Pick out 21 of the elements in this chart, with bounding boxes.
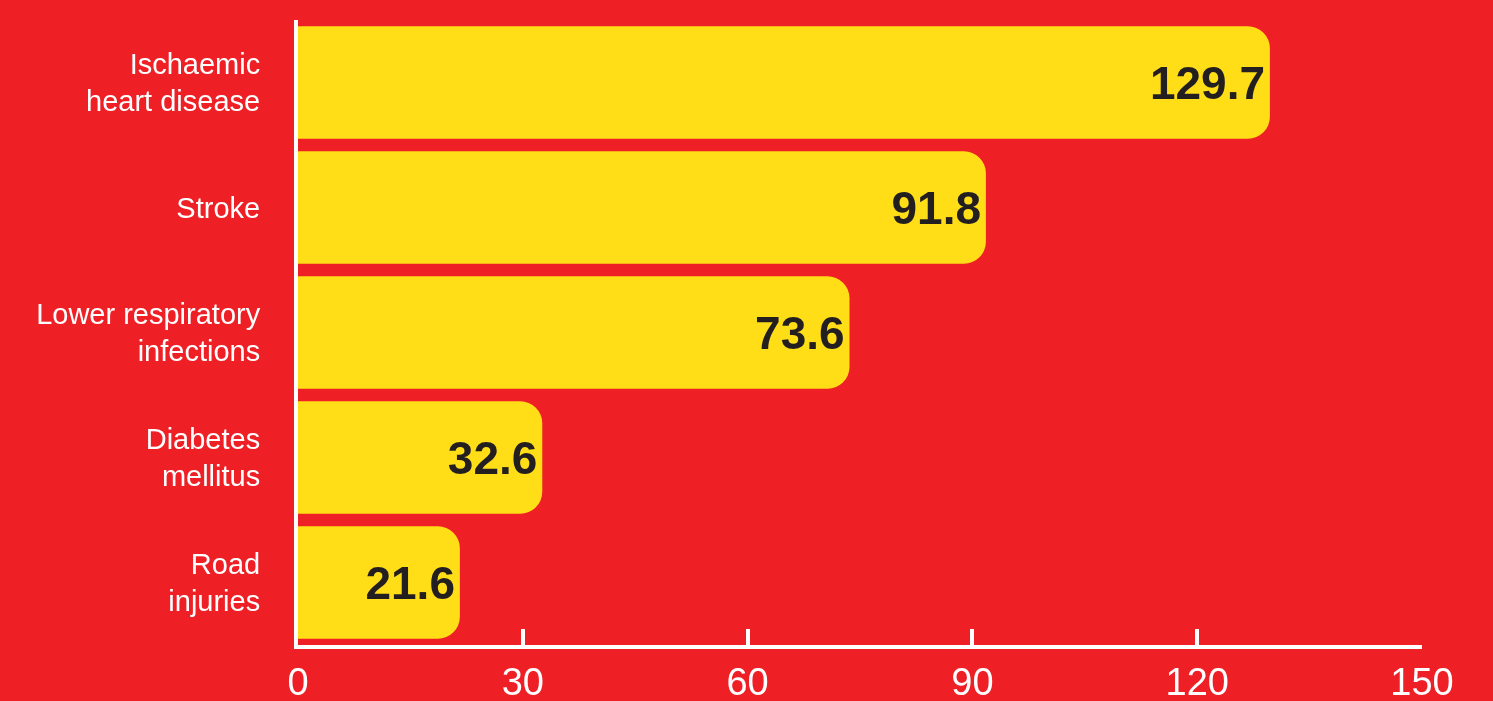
y-tick-label: Stroke bbox=[176, 191, 261, 224]
x-tick-label: 150 bbox=[1390, 660, 1454, 701]
y-tick-label: Road injuries bbox=[168, 547, 261, 618]
x-tick-label: 0 bbox=[287, 660, 309, 701]
x-tick-label: 30 bbox=[501, 660, 544, 701]
bar bbox=[298, 26, 1270, 139]
bar bbox=[298, 401, 543, 514]
data-label: 129.7 bbox=[1149, 56, 1266, 109]
y-tick-label: Ischaemic heart disease bbox=[86, 47, 261, 118]
data-label: 73.6 bbox=[755, 306, 845, 359]
y-tick-label: Lower respiratory infections bbox=[36, 297, 261, 368]
x-tick-label: 60 bbox=[726, 660, 769, 701]
x-tick-label: 120 bbox=[1165, 660, 1229, 701]
bar bbox=[298, 526, 460, 639]
x-tick-label: 90 bbox=[951, 660, 994, 701]
bar bbox=[298, 276, 850, 389]
data-label: 91.8 bbox=[891, 181, 982, 234]
y-tick-label: Diabetes mellitus bbox=[145, 422, 261, 493]
bar bbox=[298, 151, 986, 264]
data-label: 32.6 bbox=[447, 431, 538, 484]
data-label: 21.6 bbox=[365, 556, 455, 609]
